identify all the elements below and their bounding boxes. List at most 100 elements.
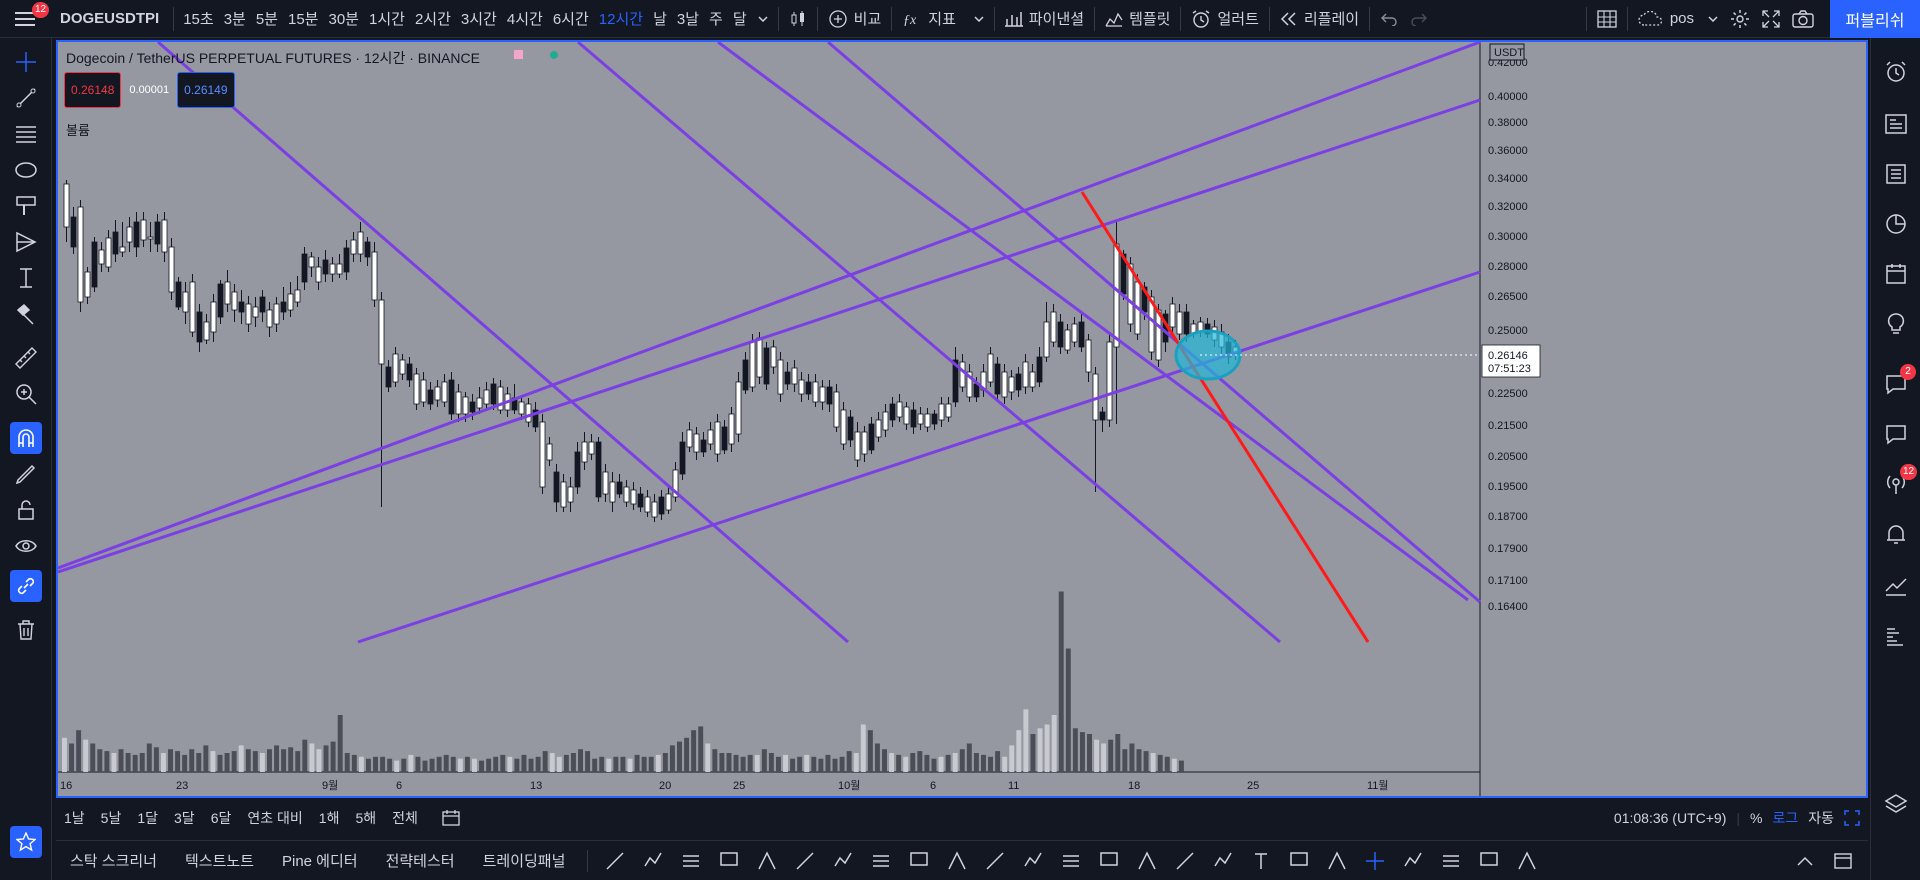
interval-6[interactable]: 2시간 (414, 11, 451, 28)
menu-button[interactable]: 12 (0, 0, 50, 38)
interval-0[interactable]: 15초 (183, 11, 214, 28)
interval-11[interactable]: 날 (653, 11, 667, 28)
fav-tool-arc[interactable] (1210, 848, 1236, 874)
range-3[interactable]: 3달 (174, 810, 195, 826)
fav-tool-xabcd[interactable] (1172, 848, 1198, 874)
range-1[interactable]: 5날 (100, 810, 122, 826)
interval-4[interactable]: 30분 (328, 11, 360, 28)
clock[interactable]: 01:08:36 (UTC+9) (1613, 810, 1727, 826)
publish-button[interactable]: 퍼블리쉬 (1830, 0, 1920, 38)
date-range-button[interactable] (434, 810, 468, 826)
layout-button[interactable] (1591, 0, 1623, 38)
fav-tool-path[interactable] (640, 848, 666, 874)
bid-price[interactable]: 0.26148 (64, 72, 122, 108)
interval-dropdown[interactable] (752, 0, 774, 38)
fav-tool-horizontal-ray[interactable] (830, 848, 856, 874)
fav-tool-gann-fan[interactable] (1438, 848, 1464, 874)
dom-button[interactable] (1880, 620, 1912, 652)
streams-button[interactable]: 12 (1880, 464, 1918, 500)
interval-14[interactable]: 달 (732, 11, 747, 28)
interval-8[interactable]: 4시간 (506, 11, 543, 28)
fav-tool-abcd[interactable] (792, 848, 818, 874)
fav-tool-elliott[interactable] (1514, 848, 1540, 874)
fav-tool-ray[interactable] (754, 848, 780, 874)
expand-icon[interactable] (1844, 810, 1860, 826)
range-2[interactable]: 1달 (137, 810, 159, 826)
alerts-panel-button[interactable] (1880, 56, 1912, 88)
redo-button[interactable] (1404, 0, 1434, 38)
remove-drawings-tool[interactable] (10, 614, 42, 646)
fib-tool[interactable] (10, 118, 42, 150)
panel-tab-4[interactable]: 트레이딩패널 (482, 853, 566, 870)
fav-tool-pitchfork[interactable] (678, 848, 704, 874)
fav-tool-angle[interactable] (1400, 848, 1426, 874)
templates-button[interactable]: 템플릿 (1099, 0, 1176, 38)
range-8[interactable]: 전체 (392, 810, 418, 826)
range-4[interactable]: 6달 (210, 810, 232, 826)
ask-price[interactable]: 0.26149 (177, 72, 235, 108)
crosshair-tool[interactable] (10, 46, 42, 78)
fav-tool-crosshair[interactable] (1362, 848, 1388, 874)
fav-tool-rectangle[interactable] (1020, 848, 1046, 874)
fav-tool-triangle[interactable] (1134, 848, 1160, 874)
chart-canvas[interactable]: 0.420000.400000.380000.360000.340000.320… (58, 42, 1866, 796)
fav-tool-forecast[interactable] (1286, 848, 1312, 874)
calendar-button[interactable] (1880, 258, 1912, 290)
fav-tool-fib-retracement[interactable] (1058, 848, 1084, 874)
news-panel-button[interactable] (1880, 108, 1912, 140)
maximize-panel-button[interactable] (1830, 848, 1856, 874)
brush-tool[interactable] (10, 190, 42, 222)
financials-button[interactable]: 파이낸셜 (999, 0, 1090, 38)
layers-button[interactable] (1880, 788, 1912, 820)
settings-button[interactable] (1724, 0, 1756, 38)
log-toggle[interactable]: 로그 (1772, 810, 1799, 826)
interval-1[interactable]: 3분 (223, 11, 246, 28)
interval-9[interactable]: 6시간 (552, 11, 589, 28)
alert-button[interactable]: 얼러트 (1185, 0, 1264, 38)
snapshot-button[interactable] (1786, 0, 1820, 38)
sync-drawings-tool[interactable] (10, 570, 42, 602)
interval-13[interactable]: 주 (709, 11, 723, 28)
range-6[interactable]: 1해 (318, 810, 340, 826)
ideas-button[interactable] (1880, 308, 1912, 340)
visibility-tool[interactable] (10, 530, 42, 562)
fullscreen-button[interactable] (1756, 0, 1786, 38)
ruler-tool[interactable] (10, 342, 42, 374)
panel-tab-1[interactable]: 텍스트노트 (184, 853, 254, 870)
interval-3[interactable]: 15분 (288, 11, 319, 28)
watchlist-panel-button[interactable] (1880, 158, 1912, 190)
drawing-mode-tool[interactable] (10, 458, 42, 490)
fav-tool-text-cursor[interactable] (982, 848, 1008, 874)
percent-toggle[interactable]: % (1750, 810, 1763, 826)
indicators-button[interactable]: ƒx 지표 (896, 0, 990, 38)
fav-tool-flag[interactable] (1476, 848, 1502, 874)
zoom-tool[interactable] (10, 378, 42, 410)
magnet-tool[interactable] (10, 422, 42, 454)
cloud-save-button[interactable]: pos (1632, 0, 1724, 38)
fav-tool-brush[interactable] (868, 848, 894, 874)
fav-tool-regression[interactable] (944, 848, 970, 874)
chart-pane[interactable]: 0.42000 0.40000 0.38000 0.36000 0.34000 0.320… (56, 40, 1868, 798)
chart-type-button[interactable] (783, 0, 813, 38)
panel-tab-2[interactable]: Pine 에디터 (281, 853, 358, 870)
data-window-button[interactable] (1880, 208, 1912, 240)
fav-tool-arrow[interactable] (1324, 848, 1350, 874)
interval-7[interactable]: 3시간 (460, 11, 497, 28)
symbol-search[interactable]: DOGEUSDTPI (60, 10, 160, 27)
auto-toggle[interactable]: 자동 (1808, 810, 1834, 826)
favorites-button[interactable] (10, 826, 42, 858)
undo-button[interactable] (1374, 0, 1404, 38)
public-chats-button[interactable] (1880, 418, 1912, 450)
fav-tool-fib-fan[interactable] (1096, 848, 1122, 874)
fav-tool-parallel-channel[interactable] (906, 848, 932, 874)
range-7[interactable]: 5해 (355, 810, 377, 826)
panel-tab-0[interactable]: 스탁 스크리너 (70, 853, 157, 870)
pattern-tool[interactable] (10, 154, 42, 186)
fav-tool-callout[interactable] (716, 848, 742, 874)
interval-2[interactable]: 5분 (255, 11, 278, 28)
lock-tool[interactable] (10, 494, 42, 526)
trendline-tool[interactable] (10, 82, 42, 114)
prediction-tool[interactable] (10, 226, 42, 258)
compare-button[interactable]: 비교 (822, 0, 888, 38)
interval-10[interactable]: 12시간 (598, 11, 644, 28)
